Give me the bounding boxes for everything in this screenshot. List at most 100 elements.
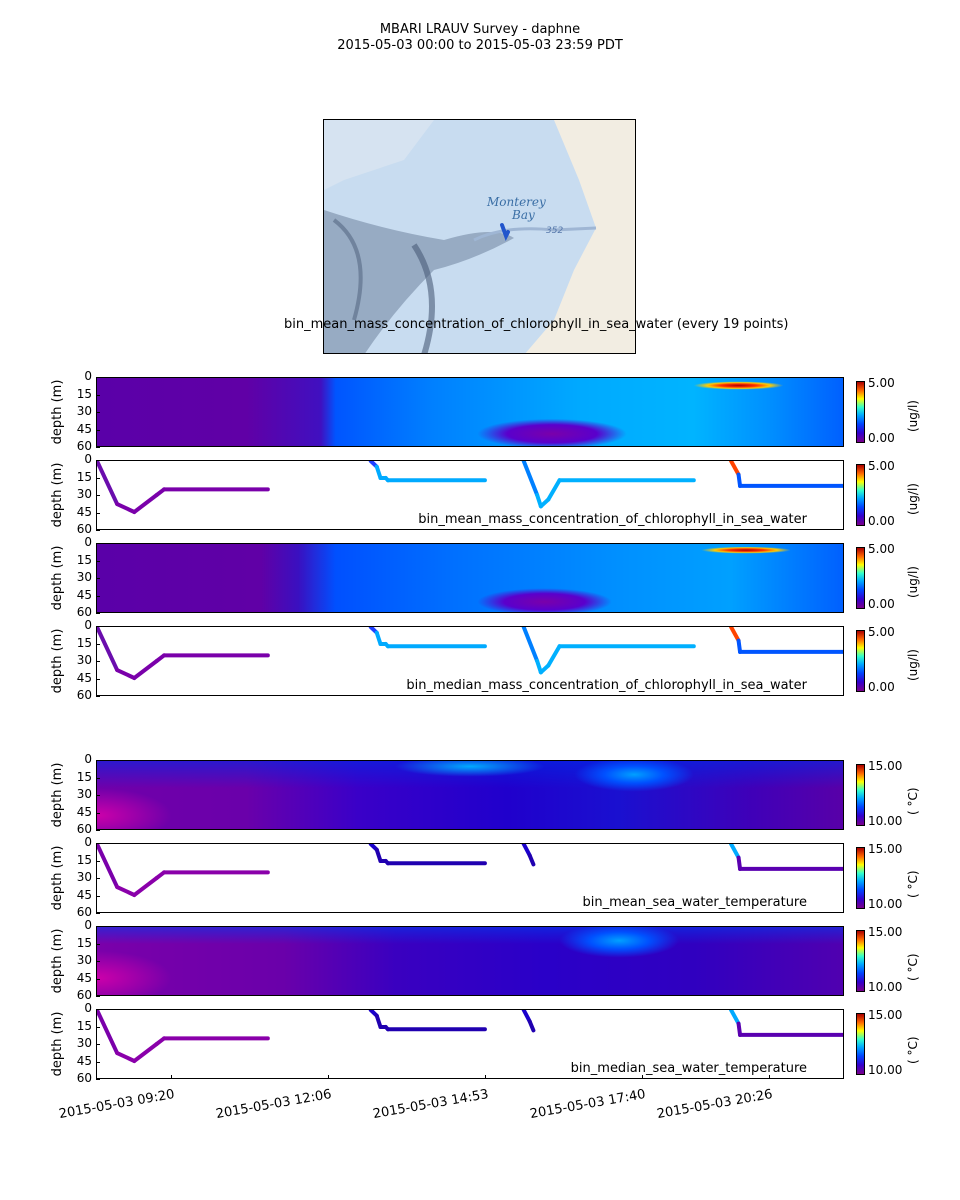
y-tick-label: 30 xyxy=(76,487,92,501)
panel-title: bin_mean_mass_concentration_of_chlorophy… xyxy=(418,512,807,527)
map-graphic: Monterey Bay 352 xyxy=(324,120,635,353)
y-tick-label: 30 xyxy=(76,653,92,667)
track-segment xyxy=(115,502,137,514)
y-axis-label: depth (m) xyxy=(50,462,65,528)
y-tick-mark xyxy=(96,661,100,662)
track-segment xyxy=(521,1010,532,1024)
y-tick-label: 60 xyxy=(76,522,92,536)
colorbar-unit: (ug/l) xyxy=(906,400,920,432)
y-tick-mark xyxy=(96,595,100,597)
track-segment xyxy=(132,659,159,680)
y-tick-label: 0 xyxy=(84,835,92,849)
colorbar-unit: (ug/l) xyxy=(906,566,920,598)
track-segment xyxy=(527,1019,536,1033)
y-tick-mark xyxy=(96,1079,100,1080)
heatmap-panel-4 xyxy=(96,760,844,830)
y-tick-mark xyxy=(96,543,100,544)
y-tick-mark xyxy=(96,678,100,680)
colorbar-min: 0.00 xyxy=(868,680,895,694)
y-axis-label: depth (m) xyxy=(50,762,65,828)
colorbar-unit: ( °C) xyxy=(906,953,920,981)
y-tick-label: 15 xyxy=(76,935,92,950)
y-tick-mark xyxy=(96,1009,100,1010)
colorbar-unit: (ug/l) xyxy=(906,483,920,515)
colorbar-min: 0.00 xyxy=(868,431,895,445)
colorbar-min: 10.00 xyxy=(868,980,903,994)
track-segment xyxy=(729,627,741,643)
colorbar xyxy=(856,630,865,692)
y-tick-label: 15 xyxy=(76,552,92,567)
track-plot xyxy=(97,627,843,680)
track-segment xyxy=(132,1042,159,1063)
map-label-bay: Bay xyxy=(511,208,535,222)
panel-title: bin_mean_sea_water_temperature xyxy=(582,895,807,910)
y-tick-label: 15 xyxy=(76,635,92,650)
y-tick-label: 45 xyxy=(76,887,92,902)
y-tick-mark xyxy=(96,913,100,914)
y-tick-mark xyxy=(96,477,100,479)
colorbar-max: 5.00 xyxy=(868,459,895,473)
track-plot xyxy=(97,461,843,514)
y-tick-mark xyxy=(96,760,100,761)
y-tick-label: 15 xyxy=(76,386,92,401)
y-tick-mark xyxy=(96,429,100,431)
track-segment xyxy=(729,461,741,477)
track-segment xyxy=(115,1051,137,1063)
track-segment xyxy=(115,668,137,680)
y-tick-label: 30 xyxy=(76,404,92,418)
y-tick-label: 60 xyxy=(76,605,92,619)
y-tick-label: 15 xyxy=(76,469,92,484)
heatmap-panel-0 xyxy=(96,377,844,447)
track-segment xyxy=(115,885,137,897)
y-tick-mark xyxy=(96,843,100,844)
y-tick-label: 15 xyxy=(76,852,92,867)
y-tick-mark xyxy=(96,1044,100,1045)
heatmap-panel-6 xyxy=(96,926,844,996)
track-panel-1 xyxy=(96,460,844,530)
track-segment xyxy=(97,627,120,673)
heatmap-field xyxy=(97,761,843,829)
x-tick-mark xyxy=(769,1075,771,1079)
y-tick-label: 45 xyxy=(76,670,92,685)
x-tick-mark xyxy=(327,1075,329,1079)
y-axis-label: depth (m) xyxy=(50,545,65,611)
colorbar-min: 10.00 xyxy=(868,897,903,911)
x-tick-mark xyxy=(170,1075,172,1079)
colorbar xyxy=(856,464,865,526)
colorbar-min: 0.00 xyxy=(868,514,895,528)
y-tick-mark xyxy=(96,895,100,897)
x-tick-mark xyxy=(484,1075,486,1079)
y-tick-label: 0 xyxy=(84,918,92,932)
y-tick-label: 60 xyxy=(76,905,92,919)
track-segment xyxy=(132,493,159,514)
y-tick-label: 15 xyxy=(76,1018,92,1033)
track-segment xyxy=(521,844,532,858)
y-tick-label: 15 xyxy=(76,769,92,784)
y-tick-label: 0 xyxy=(84,452,92,466)
track-segment xyxy=(546,644,562,668)
map-caption: bin_mean_mass_concentration_of_chlorophy… xyxy=(284,317,789,332)
y-tick-mark xyxy=(96,943,100,945)
y-tick-label: 0 xyxy=(84,752,92,766)
y-tick-label: 60 xyxy=(76,439,92,453)
colorbar-unit: ( °C) xyxy=(906,787,920,815)
track-segment xyxy=(729,844,741,860)
y-tick-mark xyxy=(96,696,100,697)
track-segment xyxy=(521,627,540,663)
track-segment xyxy=(132,876,159,897)
colorbar-max: 5.00 xyxy=(868,376,895,390)
y-axis-label: depth (m) xyxy=(50,1011,65,1077)
colorbar-min: 10.00 xyxy=(868,1063,903,1077)
y-tick-label: 0 xyxy=(84,618,92,632)
track-panel-5 xyxy=(96,843,844,913)
heatmap-field xyxy=(97,544,843,612)
y-tick-mark xyxy=(96,394,100,396)
y-tick-label: 0 xyxy=(84,1001,92,1015)
survey-map: Monterey Bay 352 xyxy=(323,119,636,354)
track-segment xyxy=(521,461,540,497)
colorbar-unit: ( °C) xyxy=(906,870,920,898)
colorbar-max: 15.00 xyxy=(868,1008,903,1022)
colorbar-unit: (ug/l) xyxy=(906,649,920,681)
y-tick-mark xyxy=(96,613,100,614)
colorbar xyxy=(856,547,865,609)
